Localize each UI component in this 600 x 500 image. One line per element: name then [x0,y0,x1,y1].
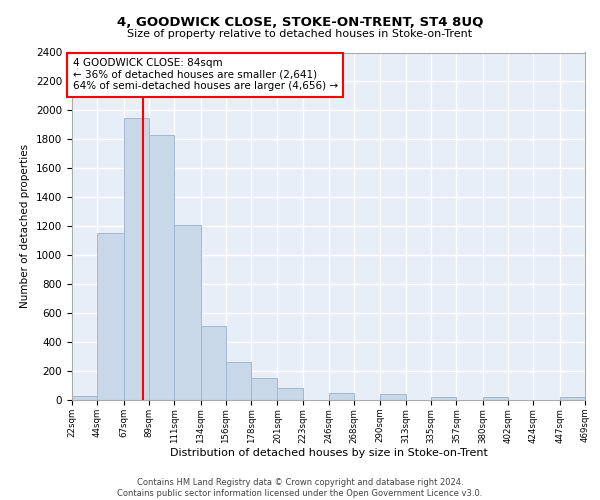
Bar [72,396,97,400]
Bar [200,326,226,400]
Bar [431,397,457,400]
Text: Size of property relative to detached houses in Stoke-on-Trent: Size of property relative to detached ho… [127,29,473,39]
Bar [149,135,174,400]
Bar [226,362,251,400]
Bar [277,388,302,400]
Bar [251,378,277,400]
Bar [174,225,200,400]
Bar [97,234,124,400]
Bar [380,394,406,400]
Y-axis label: Number of detached properties: Number of detached properties [20,144,31,308]
Bar [483,398,508,400]
Text: 4, GOODWICK CLOSE, STOKE-ON-TRENT, ST4 8UQ: 4, GOODWICK CLOSE, STOKE-ON-TRENT, ST4 8… [117,16,483,29]
Bar [560,397,585,400]
Bar [124,118,149,400]
Text: Contains HM Land Registry data © Crown copyright and database right 2024.
Contai: Contains HM Land Registry data © Crown c… [118,478,482,498]
X-axis label: Distribution of detached houses by size in Stoke-on-Trent: Distribution of detached houses by size … [170,448,487,458]
Bar [329,394,355,400]
Text: 4 GOODWICK CLOSE: 84sqm
← 36% of detached houses are smaller (2,641)
64% of semi: 4 GOODWICK CLOSE: 84sqm ← 36% of detache… [73,58,338,92]
